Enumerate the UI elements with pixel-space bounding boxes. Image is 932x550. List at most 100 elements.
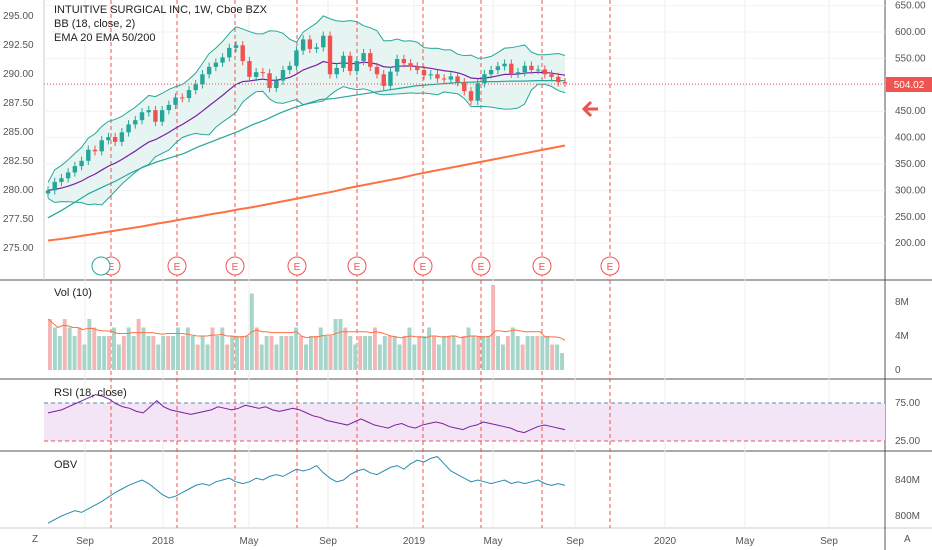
volume-bar — [432, 336, 436, 370]
candle-body — [354, 61, 360, 72]
volume-bar — [166, 336, 171, 370]
candle-body — [193, 84, 198, 91]
volume-bar — [436, 344, 441, 370]
volume-bar — [244, 336, 249, 370]
volume-bar — [407, 327, 412, 370]
candle-body — [556, 76, 561, 83]
volume-bar — [274, 344, 279, 370]
earnings-marker — [287, 256, 307, 276]
rsi-tick-label: 25.00 — [895, 436, 920, 447]
candle-body — [300, 39, 306, 51]
volume-bar — [308, 336, 313, 370]
volume-bar — [284, 336, 289, 370]
obv-line — [47, 456, 566, 524]
candle-body — [99, 140, 104, 152]
volume-bar — [515, 336, 520, 370]
candle-body — [509, 63, 514, 74]
volume-bar — [451, 336, 456, 370]
volume-bar — [313, 336, 318, 370]
x-tick-label: May — [484, 536, 503, 547]
candle-body — [495, 66, 501, 71]
zoom-button[interactable]: Z — [32, 534, 39, 545]
candle-body — [488, 70, 494, 75]
volume-bar — [72, 336, 77, 370]
volume-bar — [131, 336, 136, 370]
candle-body — [112, 137, 118, 142]
volume-tick-label: 8M — [895, 297, 909, 308]
volume-bar — [372, 327, 377, 370]
candle-body — [327, 35, 333, 75]
right-tick-label: 300.00 — [895, 185, 926, 196]
volume-bar — [195, 344, 200, 370]
volume-bar — [368, 336, 372, 370]
earnings-marker-label: E — [174, 262, 181, 273]
volume-tick-label: 4M — [895, 331, 909, 342]
earnings-marker-label: E — [539, 262, 546, 273]
candle-body — [515, 72, 521, 74]
volume-bar — [382, 336, 387, 370]
rsi-shade — [44, 403, 885, 441]
left-arrow-icon — [581, 100, 598, 118]
candle-body — [126, 124, 131, 133]
left-tick-label: 275.00 — [3, 243, 34, 254]
right-tick-label: 600.00 — [895, 27, 926, 38]
x-tick-label: May — [736, 536, 755, 547]
earnings-marker — [347, 256, 367, 276]
ema-legend: EMA 20 EMA 50/200 — [54, 32, 156, 44]
volume-bar — [141, 327, 146, 370]
earnings-marker — [532, 256, 552, 276]
candle-body — [186, 90, 192, 99]
x-tick-label: 2018 — [152, 536, 175, 547]
volume-bar — [190, 336, 195, 370]
rsi-band — [44, 402, 885, 442]
volume-bar — [254, 327, 259, 370]
volume-bar — [481, 336, 486, 370]
volume-bar — [500, 344, 505, 370]
volume-bar — [220, 327, 225, 370]
auto-scale-button[interactable]: A — [904, 534, 911, 545]
volume-bar — [146, 336, 151, 370]
volume-bar — [397, 344, 402, 370]
x-tick-label: 2019 — [403, 536, 426, 547]
volume-bar — [427, 327, 432, 370]
bollinger-area — [48, 15, 565, 205]
volume-bar — [323, 336, 328, 370]
volume-bar — [377, 344, 382, 370]
candle-body — [280, 70, 286, 81]
candle-body — [159, 110, 165, 122]
volume-bar — [161, 336, 166, 370]
volume-bar — [200, 336, 205, 370]
volume-bar — [264, 336, 269, 370]
candle-body — [341, 55, 346, 68]
candle-body — [294, 50, 299, 66]
candle-body — [139, 112, 145, 121]
candle-body — [79, 160, 84, 167]
volume-bar — [476, 336, 481, 370]
right-tick-label: 400.00 — [895, 133, 926, 144]
obv-tick-label: 840M — [895, 475, 920, 486]
volume-bar — [225, 344, 230, 370]
candle-body — [72, 166, 78, 173]
volume-bar — [171, 336, 176, 370]
candle-body — [52, 181, 57, 191]
earnings-marker — [600, 256, 620, 276]
earnings-lines — [110, 0, 611, 528]
volume-bar — [279, 336, 284, 370]
earnings-marker-past — [91, 256, 111, 276]
candle-body — [475, 83, 480, 101]
obv-legend: OBV — [54, 459, 78, 471]
left-tick-label: 285.00 — [3, 127, 34, 138]
volume-bar — [176, 327, 180, 370]
volume-bar — [294, 327, 299, 370]
volume-bar — [67, 327, 72, 370]
x-tick-label: May — [240, 536, 259, 547]
candle-body — [92, 149, 98, 152]
candle-body — [314, 47, 319, 49]
left-tick-label: 287.50 — [3, 98, 34, 109]
volume-bar — [180, 336, 185, 370]
candle-body — [321, 35, 326, 48]
volume-ma-line — [47, 318, 566, 341]
left-tick-label: 282.50 — [3, 156, 34, 167]
candle-body — [408, 63, 413, 67]
